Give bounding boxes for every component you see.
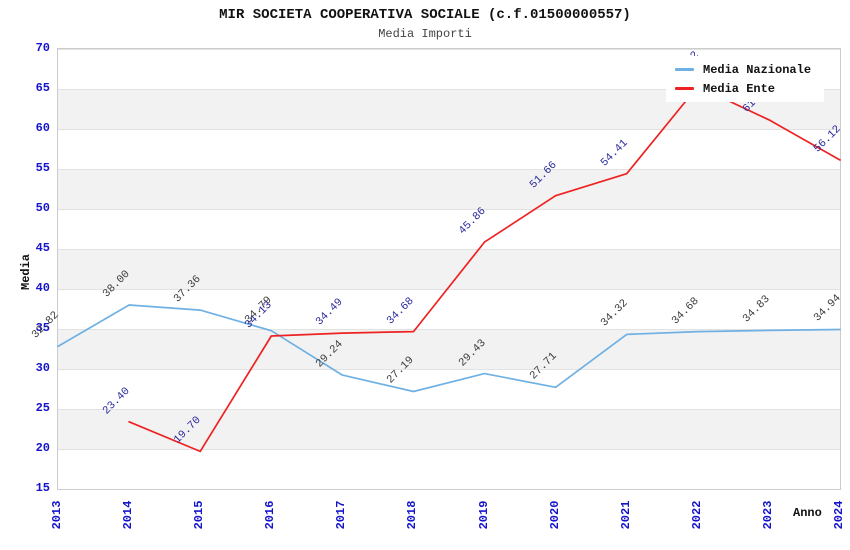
legend-swatch-ente-icon xyxy=(675,87,694,90)
x-tick-label: 2022 xyxy=(689,500,704,530)
y-tick-label: 55 xyxy=(35,161,50,175)
x-tick-label: 2017 xyxy=(334,500,349,530)
y-tick-label: 35 xyxy=(35,321,50,335)
x-tick-label: 2013 xyxy=(50,500,64,530)
y-tick-label: 70 xyxy=(35,41,50,55)
y-tick-label: 40 xyxy=(35,281,50,295)
x-tick-label: 2020 xyxy=(547,500,562,530)
series-line-media-ente xyxy=(128,85,841,453)
y-tick-label: 25 xyxy=(35,401,50,415)
x-tick-label: 2023 xyxy=(760,500,775,530)
legend-label: Media Nazionale xyxy=(703,62,812,77)
legend-item-media-nazionale: Media Nazionale xyxy=(675,63,824,77)
chart-subtitle: Media Importi xyxy=(378,27,472,41)
series-line-media-nazionale xyxy=(57,304,841,393)
legend-item-media-ente: Media Ente xyxy=(675,82,824,96)
x-tick-label: 2024 xyxy=(832,500,846,530)
x-tick-label: 2014 xyxy=(121,500,136,530)
y-tick-label: 20 xyxy=(35,441,50,455)
plot-area xyxy=(57,48,841,490)
legend-label: Media Ente xyxy=(703,81,776,96)
x-tick-label: 2019 xyxy=(476,500,491,530)
x-tick-label: 2015 xyxy=(192,500,207,530)
line-series-layer xyxy=(57,85,841,453)
legend-box: Media Nazionale Media Ente xyxy=(666,56,824,102)
y-tick-label: 15 xyxy=(35,481,50,495)
x-tick-label: 2018 xyxy=(405,500,420,530)
y-tick-label: 30 xyxy=(35,361,50,375)
y-tick-label: 65 xyxy=(35,81,50,95)
y-tick-label: 45 xyxy=(35,241,50,255)
y-tick-label: 60 xyxy=(35,121,50,135)
y-axis-title: Media xyxy=(19,253,33,291)
x-tick-label: 2016 xyxy=(263,500,278,530)
legend-swatch-nazionale-icon xyxy=(675,68,694,71)
x-axis-title: Anno xyxy=(793,506,822,520)
y-tick-label: 50 xyxy=(35,201,50,215)
x-tick-label: 2021 xyxy=(618,500,633,530)
chart-title: MIR SOCIETA COOPERATIVA SOCIALE (c.f.015… xyxy=(219,7,631,23)
